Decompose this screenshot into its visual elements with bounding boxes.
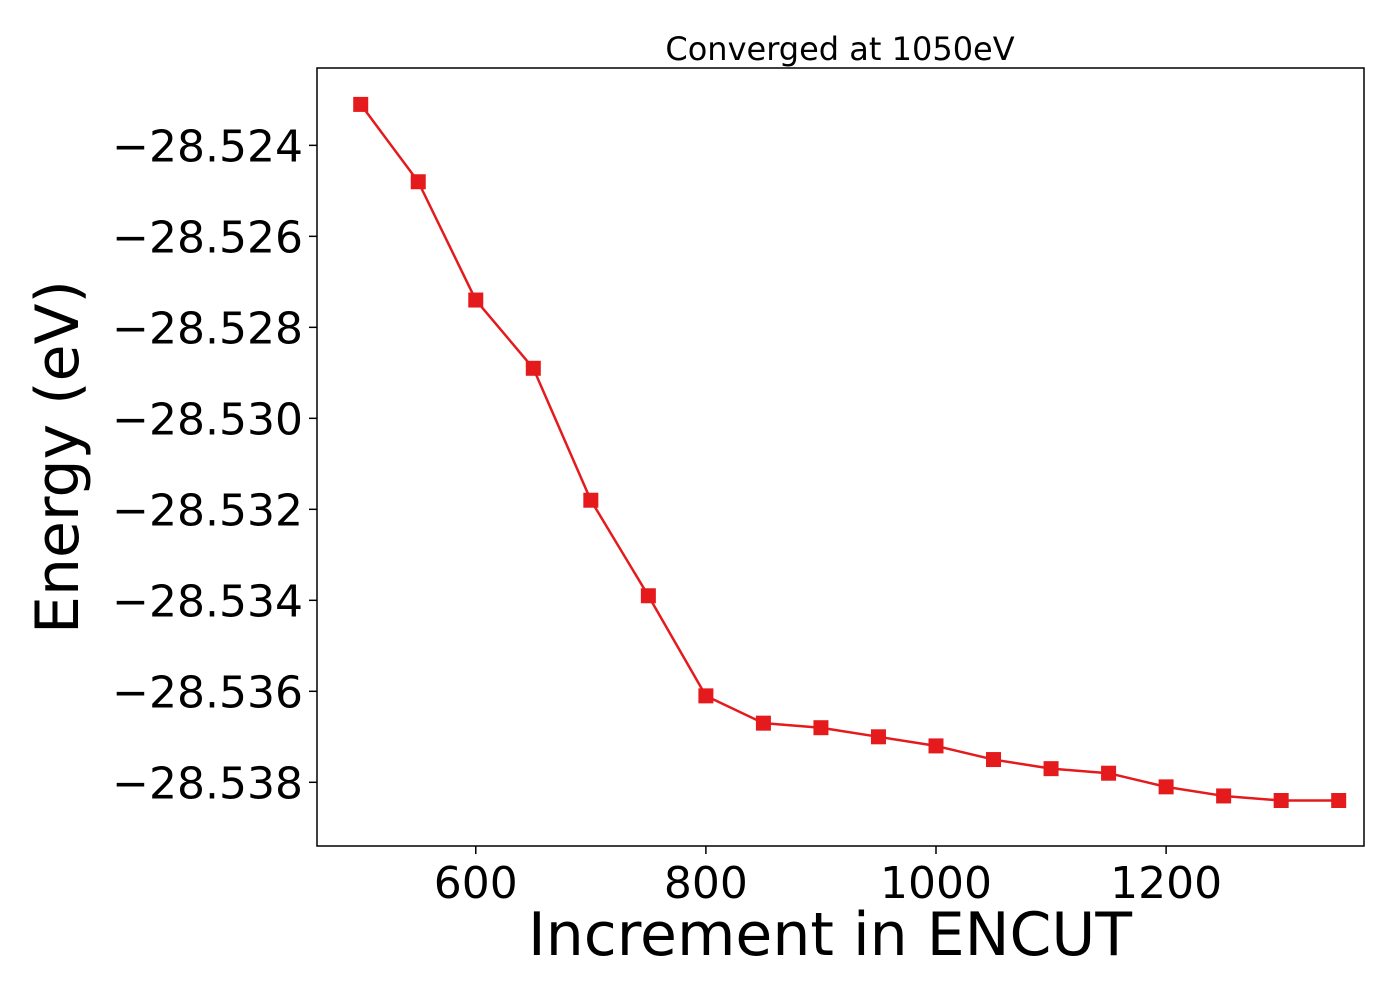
plot-area: [316, 67, 1365, 847]
data-point-0-5: [640, 588, 656, 604]
y-tick-label-4: −28.532: [112, 485, 303, 536]
series-line-0: [359, 103, 1339, 802]
x-tick-label-1: 800: [664, 858, 748, 909]
data-point-0-17: [1331, 793, 1347, 809]
y-axis: −28.524 −28.526 −28.528 −28.530 −28.532 −28.5…: [112, 121, 317, 809]
x-tick-label-3: 1200: [1110, 858, 1222, 909]
data-point-0-4: [583, 492, 599, 508]
y-tick-label-3: −28.530: [112, 394, 303, 445]
data-point-0-3: [525, 360, 541, 376]
y-axis-label: Energy (eV): [23, 280, 93, 634]
data-point-0-8: [813, 720, 829, 736]
data-point-0-9: [870, 729, 886, 745]
data-point-0-0: [353, 96, 369, 112]
data-point-0-14: [1158, 779, 1174, 795]
x-axis-label: Increment in ENCUT: [528, 900, 1132, 970]
data-point-0-1: [410, 174, 426, 190]
y-tick-label-2: −28.528: [112, 303, 303, 354]
chart-title: Converged at 1050eV: [665, 30, 1014, 68]
data-point-0-7: [755, 715, 771, 731]
y-tick-label-0: −28.524: [112, 121, 303, 172]
data-point-0-16: [1273, 793, 1289, 809]
y-tick-label-7: −28.538: [112, 758, 303, 809]
series-layer: [353, 96, 1347, 809]
data-point-0-10: [928, 738, 944, 754]
x-axis: 600 800 1000 1200: [434, 846, 1222, 909]
data-point-0-15: [1216, 788, 1232, 804]
data-point-0-6: [698, 688, 714, 704]
y-tick-label-6: −28.536: [112, 667, 303, 718]
x-tick-label-2: 1000: [880, 858, 992, 909]
data-point-0-13: [1101, 765, 1117, 781]
data-point-0-2: [468, 292, 484, 308]
y-tick-label-1: −28.526: [112, 212, 303, 263]
data-point-0-12: [1043, 761, 1059, 777]
y-tick-label-5: −28.534: [112, 576, 303, 627]
data-point-0-11: [986, 752, 1002, 768]
x-tick-label-0: 600: [434, 858, 518, 909]
